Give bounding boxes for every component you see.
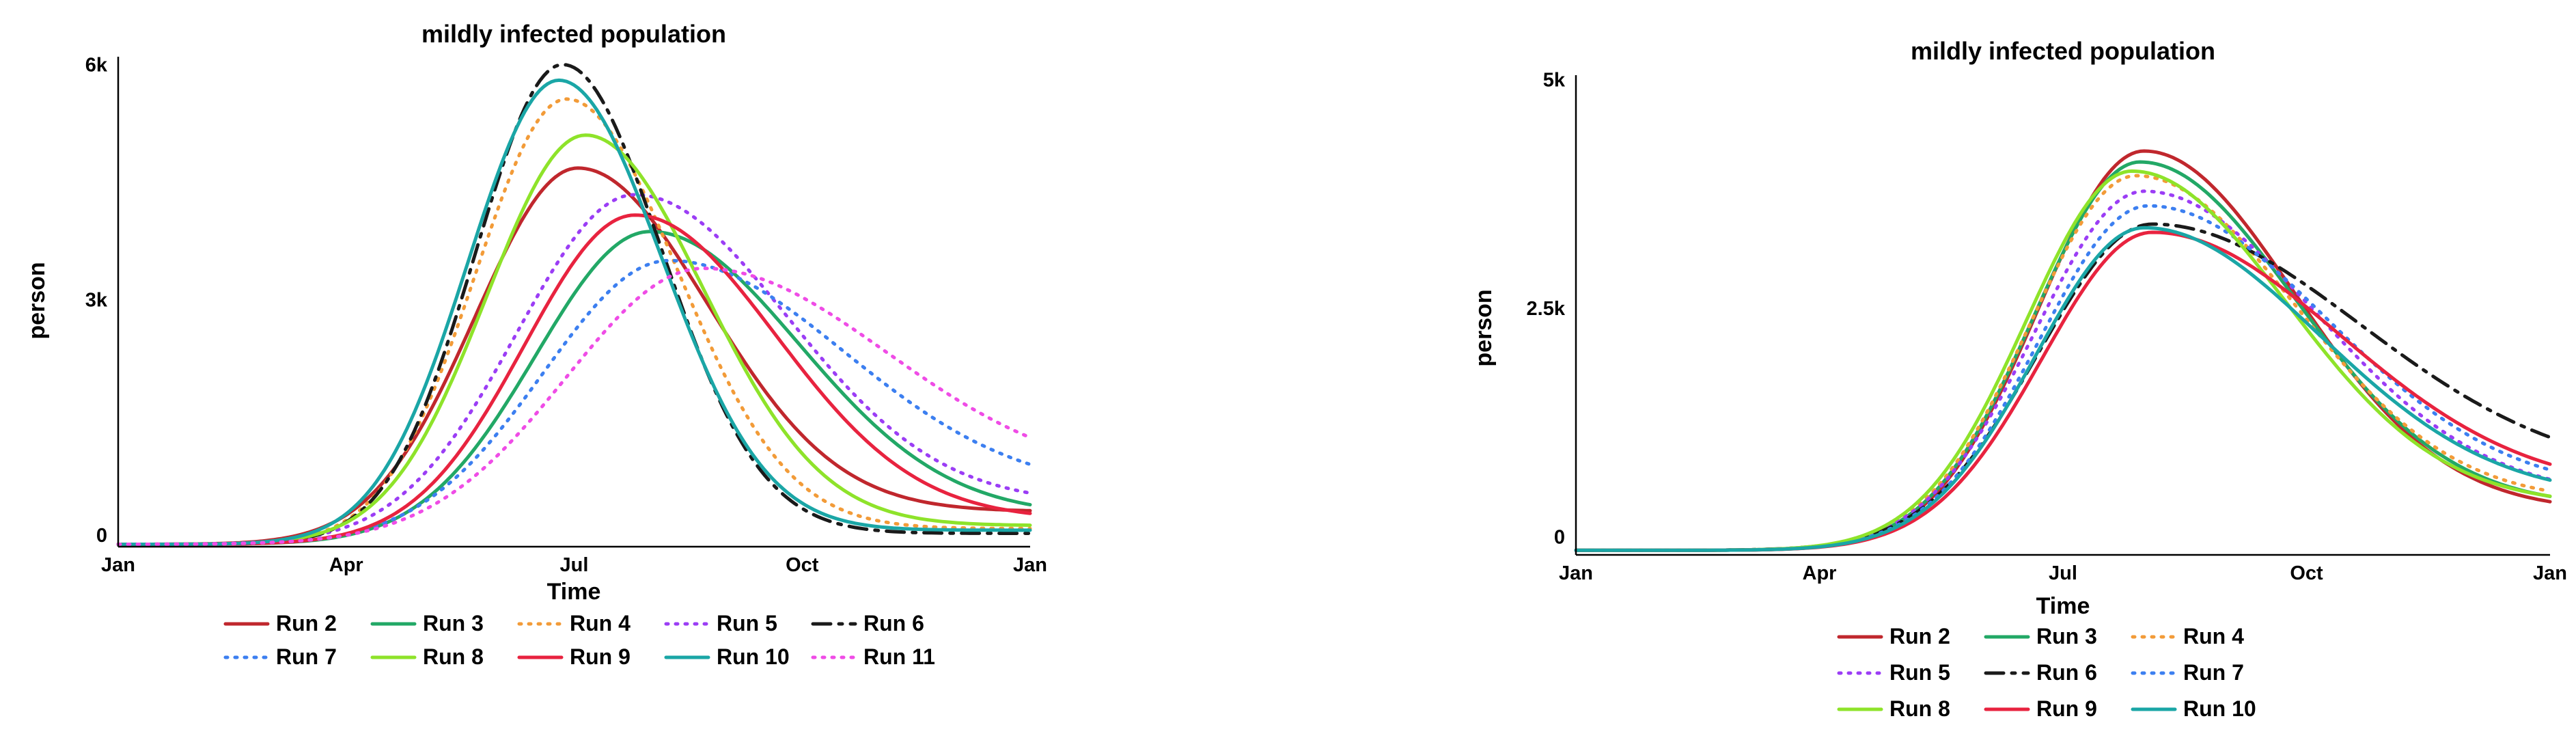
legend-label: Run 9: [570, 644, 631, 669]
legend-item: Run 9: [1984, 696, 2097, 721]
y-tick-label: 2.5k: [1527, 298, 1566, 320]
legend-item: Run 3: [370, 611, 484, 636]
legend-item: Run 10: [2131, 696, 2256, 721]
chart-left: mildly infected population person Time J…: [24, 20, 1047, 669]
y-tick-label: 5k: [1543, 70, 1566, 92]
x-tick-label: Apr: [329, 554, 363, 576]
legend-label: Run 8: [1889, 696, 1950, 721]
series-line-run-7: [116, 258, 1032, 546]
series-line-run-11: [116, 267, 1032, 546]
legend-label: Run 10: [2183, 696, 2256, 721]
y-tick-label: 3k: [85, 290, 108, 312]
chart-title: mildly infected population: [421, 20, 726, 48]
axes: [1575, 75, 2550, 556]
legend-item: Run 2: [1837, 624, 1950, 648]
x-tick-label: Oct: [786, 554, 819, 576]
legend-label: Run 9: [2036, 696, 2097, 721]
y-tick-label: 6k: [85, 54, 108, 76]
series-lines: [1574, 149, 2552, 552]
legend-label: Run 6: [863, 611, 924, 636]
y-tick-label: 0: [96, 525, 107, 547]
x-tick-label: Apr: [1803, 562, 1837, 584]
legend-label: Run 5: [1889, 660, 1950, 685]
legend-item: Run 4: [2131, 624, 2244, 648]
legend-label: Run 2: [1889, 624, 1950, 648]
series-line-run-4: [1574, 174, 2552, 552]
legend-item: Run 8: [370, 644, 484, 669]
series-lines: [116, 63, 1032, 547]
legend-label: Run 4: [570, 611, 631, 636]
series-line-run-3: [116, 230, 1032, 546]
legend-item: Run 10: [664, 644, 790, 669]
series-line-run-4: [116, 97, 1032, 547]
legend-item: Run 8: [1837, 696, 1950, 721]
legend-label: Run 8: [423, 644, 484, 669]
legend-item: Run 6: [1984, 660, 2097, 685]
series-line-run-2: [1574, 149, 2552, 552]
x-tick-label: Jan: [2533, 562, 2567, 584]
legend-item: Run 11: [811, 644, 935, 669]
x-axis-label: Time: [2036, 593, 2090, 619]
y-tick-label: 0: [1554, 526, 1565, 548]
legend-item: Run 4: [517, 611, 631, 636]
legend-label: Run 7: [2183, 660, 2244, 685]
legend-item: Run 9: [517, 644, 631, 669]
axes: [117, 57, 1030, 548]
legend-item: Run 6: [811, 611, 924, 636]
x-tick-label: Oct: [2290, 562, 2323, 584]
legend-label: Run 10: [717, 644, 790, 669]
tick-labels: Jan Apr Jul Oct Jan 0 3k 6k: [85, 54, 1047, 576]
legend-label: Run 2: [276, 611, 337, 636]
y-axis-label: person: [24, 262, 50, 339]
x-tick-label: Jul: [560, 554, 589, 576]
series-line-run-10: [116, 78, 1032, 547]
x-tick-label: Jul: [2049, 562, 2077, 584]
x-tick-label: Jan: [1559, 562, 1593, 584]
legend-item: Run 7: [2131, 660, 2244, 685]
x-axis-label: Time: [547, 579, 601, 605]
x-tick-label: Jan: [101, 554, 135, 576]
legend-item: Run 3: [1984, 624, 2097, 648]
series-line-run-8: [116, 133, 1032, 547]
legend-label: Run 3: [423, 611, 484, 636]
y-axis-label: person: [1471, 289, 1497, 366]
legend-label: Run 6: [2036, 660, 2097, 685]
legend-label: Run 11: [863, 644, 935, 669]
chart-title: mildly infected population: [1911, 37, 2215, 65]
chart-right: mildly infected population person Time J…: [1471, 37, 2567, 721]
series-line-run-8: [1574, 169, 2552, 552]
legend-item: Run 5: [1837, 660, 1950, 685]
legend-label: Run 5: [717, 611, 777, 636]
tick-labels: Jan Apr Jul Oct Jan 0 2.5k 5k: [1527, 70, 2567, 584]
x-tick-label: Jan: [1013, 554, 1047, 576]
legend: Run 2 Run 3 Run 4 Run 5 Run 6 Run 7 Run 8 Run 9…: [223, 611, 935, 669]
legend: Run 2 Run 3 Run 4 Run 5 Run 6 Run 7 Run 8 Run 9…: [1837, 624, 2256, 721]
legend-item: Run 2: [223, 611, 337, 636]
legend-label: Run 3: [2036, 624, 2097, 648]
legend-item: Run 7: [223, 644, 337, 669]
legend-item: Run 5: [664, 611, 777, 636]
legend-label: Run 7: [276, 644, 337, 669]
series-line-run-10: [1574, 226, 2552, 552]
legend-label: Run 4: [2183, 624, 2244, 648]
